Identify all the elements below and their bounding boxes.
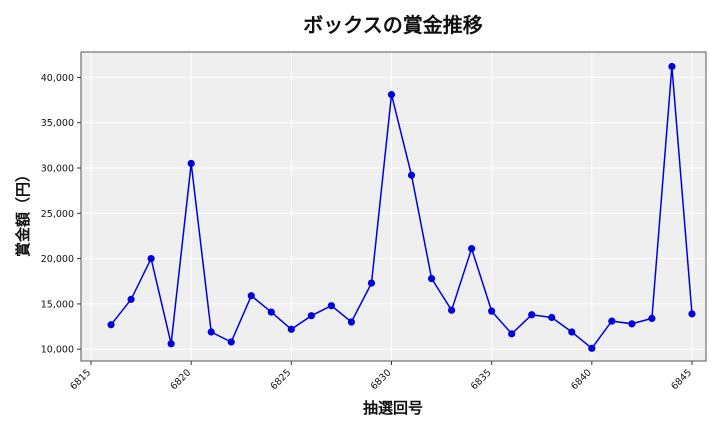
data-point [107,321,115,329]
data-point [167,340,175,348]
y-axis: 10,000 15,000 20,000 25,000 30,000 35,000 40,0… [41,73,81,356]
data-point [447,306,456,314]
y-tick-label: 40,000 [41,73,74,84]
data-point [147,255,155,263]
plot-border [80,51,707,362]
chart-title: ボックスの賞金推移 [303,13,482,37]
data-point [628,320,636,328]
series-line [110,66,693,350]
data-point [488,307,496,315]
data-point [307,312,315,320]
y-axis-label: 賞金額（円） [14,167,32,257]
data-point [548,313,556,322]
x-tick-label: 6845 [669,367,694,392]
data-point [267,308,275,316]
data-point [407,171,416,179]
data-point [127,295,135,303]
data-point [227,338,235,346]
data-point [568,328,576,336]
data-point [187,159,195,168]
data-point [367,279,376,287]
y-tick-label: 35,000 [41,118,74,129]
x-tick-label: 6835 [469,367,494,392]
data-point [387,90,396,99]
y-tick-label: 25,000 [41,209,74,220]
data-point [668,62,676,71]
data-point [287,325,295,333]
x-axis-label: 抽選回号 [363,399,423,417]
data-point [327,302,336,310]
data-points [107,62,696,352]
data-point [468,245,476,253]
y-tick-label: 15,000 [41,299,74,310]
data-point [207,328,215,336]
x-tick-label: 6830 [369,367,394,392]
data-point [508,330,516,338]
y-tick-label: 30,000 [41,163,74,174]
data-point [347,318,356,326]
x-tick-label: 6820 [168,367,193,392]
data-point [247,292,255,300]
x-tick-label: 6815 [68,367,93,392]
x-tick-label: 6825 [269,367,294,392]
data-point [588,344,596,352]
data-point [427,274,436,283]
data-point [528,311,536,319]
data-point [688,310,696,318]
grid [80,51,707,362]
data-point [648,314,656,323]
y-tick-label: 10,000 [41,345,74,356]
data-point [608,317,616,325]
y-tick-label: 20,000 [41,254,74,265]
x-tick-label: 6840 [569,367,594,392]
x-axis: 6815 6820 6825 6830 6835 6840 6845 [68,361,694,392]
